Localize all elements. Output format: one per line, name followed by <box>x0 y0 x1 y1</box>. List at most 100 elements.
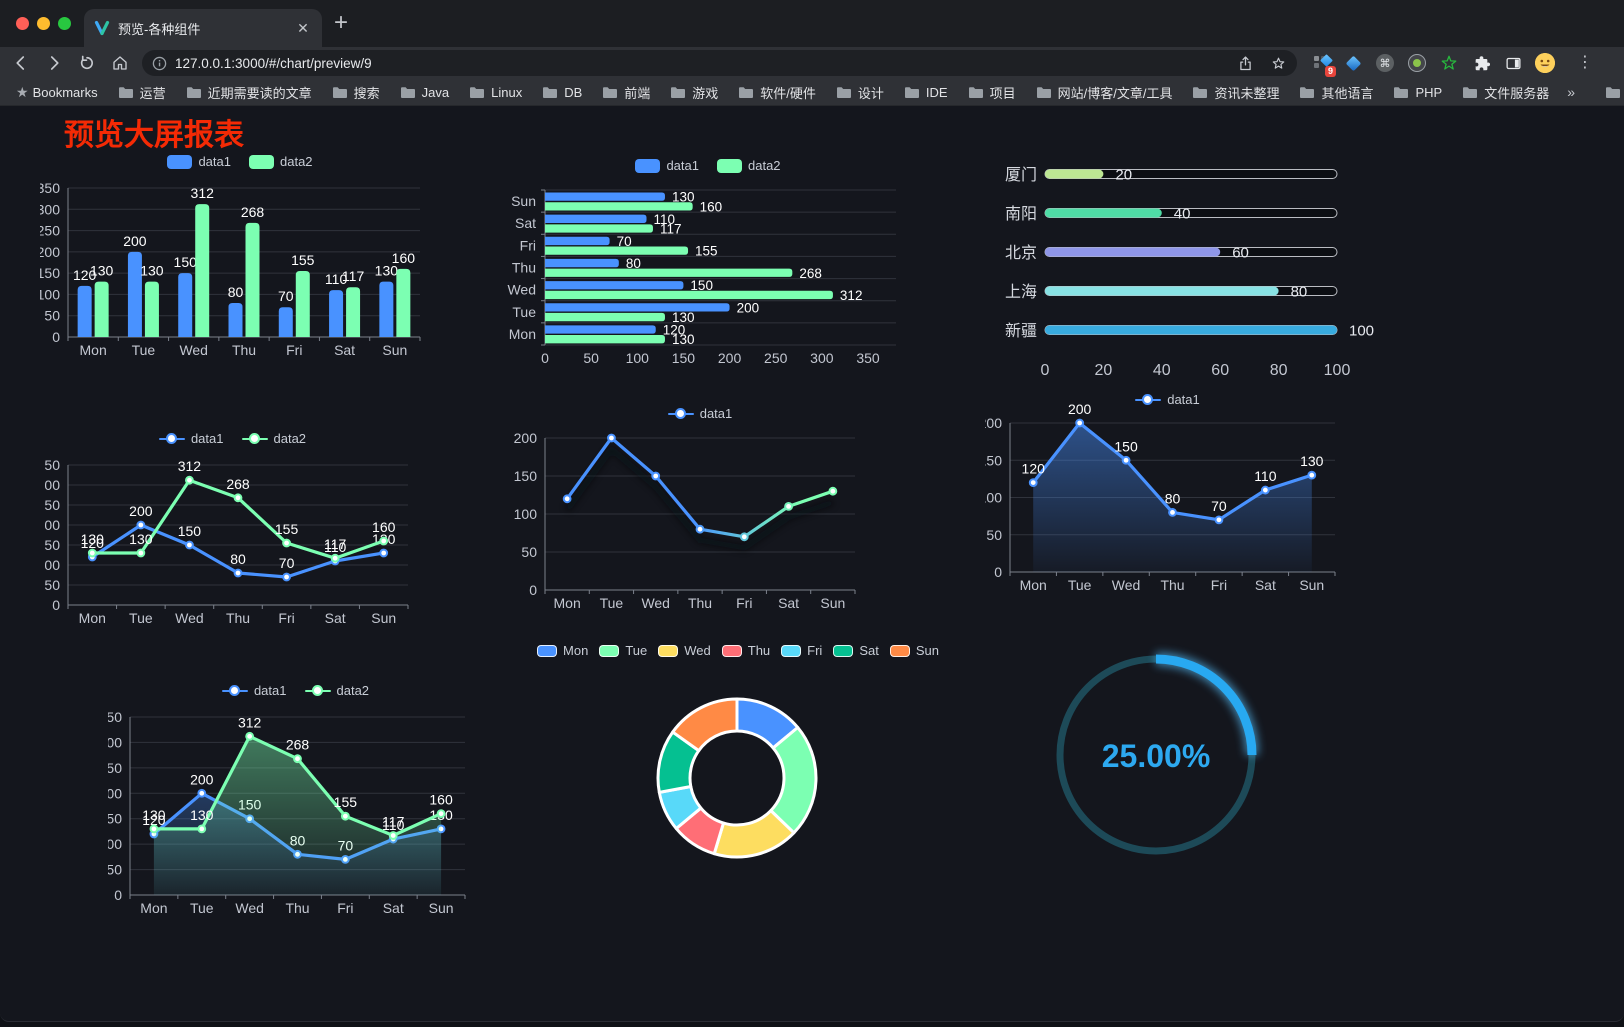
legend-item[interactable]: Sun <box>889 643 939 658</box>
legend-item[interactable]: Thu <box>721 643 770 658</box>
svg-text:Wed: Wed <box>1112 577 1141 593</box>
donut-chart[interactable]: Mon Tue Wed Thu Fri Sat Sun <box>537 635 939 890</box>
folder-icon <box>836 86 851 98</box>
bookmark-folder[interactable]: 设计 <box>836 83 884 102</box>
legend-marker <box>635 158 661 173</box>
legend-item[interactable]: data2 <box>249 154 313 169</box>
extension-command-icon[interactable]: ⌘ <box>1375 53 1395 73</box>
horizontal-bar-chart[interactable]: data1 data2 0 50 100 150 200 250 300 350 Sun 130 160… <box>498 150 918 368</box>
bookmark-folder[interactable]: 资讯未整理 <box>1192 83 1279 102</box>
legend-label: Sat <box>859 643 879 658</box>
svg-text:117: 117 <box>324 536 347 552</box>
extension-green-star-icon[interactable] <box>1439 53 1459 73</box>
svg-text:117: 117 <box>382 813 405 829</box>
bookmark-folder[interactable]: 其他语言 <box>1299 83 1373 102</box>
other-bookmarks-folder[interactable]: 其他书签 <box>1605 83 1624 102</box>
legend-item[interactable]: data1 <box>221 683 287 698</box>
grouped-bar-chart[interactable]: data1 data2 0 50 100 150 200 250 300 350 Mon Tue Wed… <box>40 148 440 376</box>
site-info-icon[interactable] <box>152 56 167 71</box>
bookmark-folder[interactable]: IDE <box>904 85 948 100</box>
svg-text:200: 200 <box>45 517 60 533</box>
folder-icon <box>1300 86 1315 98</box>
svg-text:40: 40 <box>1153 362 1171 379</box>
bookmark-bookmarks-label[interactable]: Bookmarks <box>32 84 98 100</box>
svg-text:250: 250 <box>764 350 788 366</box>
bookmark-folder[interactable]: 搜索 <box>332 83 380 102</box>
browser-tab[interactable]: 预览-各种组件 ✕ <box>84 9 322 47</box>
folder-icon <box>1036 86 1051 98</box>
svg-text:Mon: Mon <box>1020 577 1047 593</box>
gradient-line-chart[interactable]: data1 0 50 100 150 200 Mon Tue Wed Thu Fri Sat Sun <box>505 400 895 612</box>
window-zoom-button[interactable] <box>58 17 71 30</box>
multi-line-chart[interactable]: data1 data2 0 50 100 150 200 250 300 350 Mon Tue Wed… <box>45 425 420 640</box>
reload-button[interactable] <box>75 51 99 75</box>
bookmark-star-icon[interactable] <box>1270 55 1287 72</box>
folder-icon <box>1394 86 1409 98</box>
extensions-puzzle-icon[interactable] <box>1471 53 1491 73</box>
svg-text:117: 117 <box>342 268 365 284</box>
legend-item[interactable]: data1 <box>158 431 224 446</box>
menu-kebab-icon[interactable]: ⋮ <box>1577 54 1593 71</box>
svg-text:70: 70 <box>617 234 632 249</box>
double-area-line-chart[interactable]: data1 data2 0 50 100 150 200 250 300 350 Mon Tue Wed… <box>108 676 483 916</box>
bookmark-folder[interactable]: 前端 <box>602 83 650 102</box>
back-button[interactable] <box>9 51 33 75</box>
legend-item[interactable]: data2 <box>241 431 306 446</box>
legend-label: data1 <box>666 158 699 173</box>
bookmarks-star-icon[interactable]: ★ <box>16 83 29 100</box>
svg-text:130: 130 <box>142 807 166 823</box>
forward-button[interactable] <box>42 51 66 75</box>
extension-diamond-icon[interactable] <box>1343 53 1363 73</box>
city-progress-chart[interactable]: 厦门 20 南阳 40 北京 60 上海 80 新疆 100 0 20 40 60 80 100 <box>985 150 1385 390</box>
legend-item[interactable]: Wed <box>658 643 711 658</box>
progress-gauge[interactable]: 25.00% <box>1040 640 1280 875</box>
share-icon[interactable] <box>1237 55 1254 72</box>
legend-item[interactable]: data1 <box>667 406 732 421</box>
legend-item[interactable]: data1 <box>167 154 231 169</box>
legend-item[interactable]: Sat <box>833 643 879 658</box>
legend-item[interactable]: Fri <box>781 643 822 658</box>
legend-item[interactable]: Tue <box>599 643 647 658</box>
svg-text:Mon: Mon <box>509 326 536 342</box>
legend-item[interactable]: Mon <box>537 643 588 658</box>
bookmark-folder[interactable]: Java <box>400 85 449 100</box>
svg-text:110: 110 <box>324 539 347 555</box>
bookmark-folder[interactable]: 游戏 <box>670 83 718 102</box>
legend-item[interactable]: data1 <box>1135 392 1200 407</box>
legend-item[interactable]: data2 <box>717 158 781 173</box>
svg-text:Tue: Tue <box>132 342 156 358</box>
extension-vue-devtools-icon[interactable]: 9 <box>1311 53 1336 77</box>
svg-text:100: 100 <box>108 836 122 852</box>
bookmarks-overflow-chevron[interactable]: » <box>1567 84 1576 100</box>
extension-recorder-icon[interactable] <box>1407 53 1427 73</box>
svg-text:Mon: Mon <box>554 595 581 611</box>
svg-text:50: 50 <box>583 350 599 366</box>
svg-text:100: 100 <box>40 286 60 302</box>
svg-text:268: 268 <box>226 476 250 492</box>
legend-item[interactable]: data1 <box>635 158 699 173</box>
window-minimize-button[interactable] <box>37 17 50 30</box>
new-tab-button[interactable]: + <box>334 9 349 36</box>
bookmark-folder[interactable]: Linux <box>469 85 522 100</box>
legend-item[interactable]: data2 <box>304 683 369 698</box>
bookmark-folder[interactable]: 网站/博客/文章/工具 <box>1036 83 1172 102</box>
area-line-chart[interactable]: data1 0 50 100 150 200 Mon Tue Wed Thu Fri Sat Sun 12… <box>985 388 1350 596</box>
tab-close-icon[interactable]: ✕ <box>297 20 309 36</box>
bookmark-folder[interactable]: 运营 <box>118 83 166 102</box>
bookmark-folder[interactable]: 软件/硬件 <box>738 83 816 102</box>
window-close-button[interactable] <box>16 17 29 30</box>
svg-text:80: 80 <box>1270 362 1288 379</box>
bookmark-folder[interactable]: DB <box>542 85 582 100</box>
bookmark-folder[interactable]: 项目 <box>968 83 1016 102</box>
address-bar[interactable]: 127.0.0.1:3000/#/chart/preview/9 <box>142 50 1297 76</box>
bookmark-folder[interactable]: 近期需要读的文章 <box>186 83 312 102</box>
legend-marker <box>158 432 185 445</box>
profile-avatar[interactable] <box>1535 53 1555 73</box>
bookmark-folder[interactable]: 文件服务器 <box>1462 83 1549 102</box>
bookmark-folder[interactable]: PHP <box>1393 85 1442 100</box>
home-button[interactable] <box>108 51 132 75</box>
legend-label: Mon <box>563 643 589 658</box>
svg-text:268: 268 <box>241 204 265 220</box>
sidebar-toggle-icon[interactable] <box>1503 53 1523 73</box>
svg-text:0: 0 <box>1041 362 1050 379</box>
